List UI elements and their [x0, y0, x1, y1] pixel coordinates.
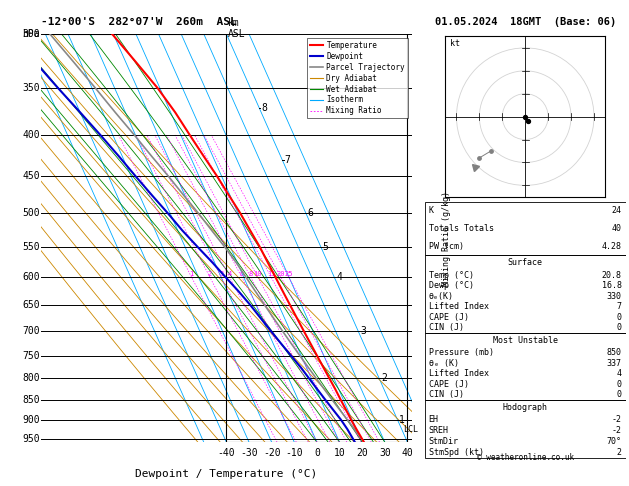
Text: 4: 4 [617, 369, 622, 378]
Text: 2: 2 [208, 271, 212, 278]
Text: θₑ(K): θₑ(K) [428, 292, 454, 301]
Text: -2: -2 [612, 426, 622, 435]
Text: 550: 550 [22, 242, 40, 252]
Text: CAPE (J): CAPE (J) [428, 380, 469, 389]
Text: 7: 7 [284, 156, 290, 165]
Text: 8: 8 [248, 271, 253, 278]
Text: Surface: Surface [508, 258, 543, 267]
Text: θₑ (K): θₑ (K) [428, 359, 459, 367]
Text: 3: 3 [360, 327, 366, 336]
Text: © weatheronline.co.uk: © weatheronline.co.uk [477, 452, 574, 462]
Text: K: K [428, 206, 433, 215]
Text: 337: 337 [607, 359, 622, 367]
Bar [425, 333, 626, 400]
Text: 330: 330 [607, 292, 622, 301]
Text: 750: 750 [22, 350, 40, 361]
Text: hPa: hPa [22, 29, 40, 39]
Text: 15: 15 [267, 271, 276, 278]
Text: -20: -20 [263, 448, 281, 457]
Text: 3: 3 [219, 271, 223, 278]
Text: -2: -2 [612, 415, 622, 424]
Text: SREH: SREH [428, 426, 448, 435]
Text: 500: 500 [22, 208, 40, 218]
Text: 7: 7 [617, 302, 622, 311]
Text: 4.28: 4.28 [602, 242, 622, 251]
Text: LCL: LCL [403, 425, 418, 434]
Text: 1: 1 [399, 415, 405, 425]
Text: Most Unstable: Most Unstable [493, 336, 558, 345]
Text: 6: 6 [240, 271, 244, 278]
Text: 40: 40 [612, 224, 622, 233]
Text: 10: 10 [253, 271, 262, 278]
Text: Totals Totals: Totals Totals [428, 224, 494, 233]
Text: 700: 700 [22, 327, 40, 336]
Legend: Temperature, Dewpoint, Parcel Trajectory, Dry Adiabat, Wet Adiabat, Isotherm, Mi: Temperature, Dewpoint, Parcel Trajectory… [306, 38, 408, 119]
Text: 850: 850 [607, 348, 622, 357]
Text: 8: 8 [261, 103, 267, 113]
Text: 16.8: 16.8 [602, 281, 622, 290]
Text: EH: EH [428, 415, 438, 424]
Text: 400: 400 [22, 130, 40, 140]
Text: 0: 0 [314, 448, 320, 457]
Text: 6: 6 [308, 208, 314, 218]
Text: 40: 40 [401, 448, 413, 457]
Text: 5: 5 [323, 242, 328, 252]
Text: 650: 650 [22, 300, 40, 311]
Text: 20.8: 20.8 [602, 271, 622, 279]
Text: 950: 950 [22, 434, 40, 444]
Text: 01.05.2024  18GMT  (Base: 06): 01.05.2024 18GMT (Base: 06) [435, 17, 616, 27]
Text: 800: 800 [22, 373, 40, 383]
Text: Pressure (mb): Pressure (mb) [428, 348, 494, 357]
Text: PW (cm): PW (cm) [428, 242, 464, 251]
Text: 300: 300 [22, 29, 40, 39]
Text: 0: 0 [617, 312, 622, 322]
Text: 30: 30 [379, 448, 391, 457]
Text: 4: 4 [228, 271, 231, 278]
Point [486, 147, 496, 155]
Text: -40: -40 [218, 448, 235, 457]
Text: Lifted Index: Lifted Index [428, 302, 489, 311]
Text: 0: 0 [617, 323, 622, 332]
Point [474, 154, 484, 162]
Text: 20: 20 [277, 271, 286, 278]
Text: km
ASL: km ASL [228, 18, 245, 39]
Text: Dewpoint / Temperature (°C): Dewpoint / Temperature (°C) [135, 469, 318, 479]
Text: 450: 450 [22, 172, 40, 181]
Text: 2: 2 [381, 373, 387, 383]
Text: 900: 900 [22, 415, 40, 425]
Text: 25: 25 [284, 271, 293, 278]
Point [523, 117, 533, 125]
Text: Temp (°C): Temp (°C) [428, 271, 474, 279]
Text: StmSpd (kt): StmSpd (kt) [428, 448, 484, 457]
Bar [425, 202, 626, 256]
Text: 350: 350 [22, 83, 40, 93]
Text: Mixing Ratio (g/kg): Mixing Ratio (g/kg) [442, 191, 451, 286]
Text: 850: 850 [22, 395, 40, 404]
Bar [425, 256, 626, 333]
Text: StmDir: StmDir [428, 437, 459, 446]
Text: -10: -10 [286, 448, 303, 457]
Text: 70°: 70° [607, 437, 622, 446]
Text: 0: 0 [617, 380, 622, 389]
Text: 20: 20 [357, 448, 368, 457]
Text: Hodograph: Hodograph [503, 402, 548, 412]
Bar [425, 400, 626, 458]
Text: CIN (J): CIN (J) [428, 323, 464, 332]
Text: Dewp (°C): Dewp (°C) [428, 281, 474, 290]
Text: 600: 600 [22, 272, 40, 282]
Text: CAPE (J): CAPE (J) [428, 312, 469, 322]
Point [520, 113, 530, 121]
Text: 2: 2 [617, 448, 622, 457]
Text: -30: -30 [240, 448, 258, 457]
Text: kt: kt [450, 38, 460, 48]
Text: 10: 10 [334, 448, 345, 457]
Text: Lifted Index: Lifted Index [428, 369, 489, 378]
Text: 0: 0 [617, 390, 622, 399]
Text: 24: 24 [612, 206, 622, 215]
Text: -12°00'S  282°07'W  260m  ASL: -12°00'S 282°07'W 260m ASL [41, 17, 237, 27]
Text: 4: 4 [336, 272, 342, 282]
Text: CIN (J): CIN (J) [428, 390, 464, 399]
Text: 1: 1 [189, 271, 194, 278]
